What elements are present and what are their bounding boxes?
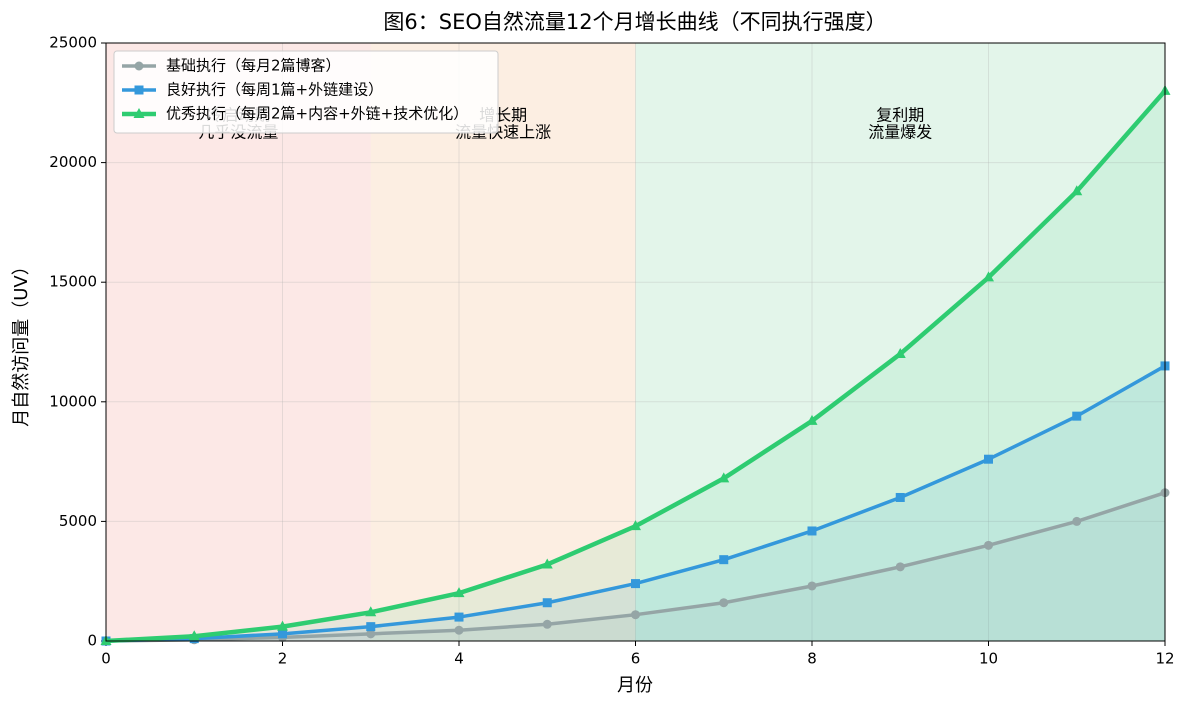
legend-marker <box>134 85 144 95</box>
area <box>106 492 1165 641</box>
point <box>984 540 993 550</box>
point <box>1071 185 1083 196</box>
x-tick-label: 6 <box>631 650 641 668</box>
x-tick-label: 8 <box>807 650 817 668</box>
x-tick-label: 4 <box>454 650 464 668</box>
point <box>806 414 818 425</box>
point <box>631 579 640 589</box>
area <box>106 90 1165 642</box>
legend-marker <box>133 108 145 118</box>
point <box>631 610 640 620</box>
point <box>277 620 288 631</box>
x-tick-label: 12 <box>1155 650 1174 668</box>
legend-label: 基础执行（每月2篇博客） <box>166 57 341 75</box>
x-tick-label: 10 <box>979 650 998 668</box>
chart-title: 图6：SEO自然流量12个月增长曲线（不同执行强度） <box>383 10 886 34</box>
x-axis-label: 月份 <box>617 675 653 696</box>
x-tick-label: 0 <box>101 650 111 668</box>
point <box>454 612 464 622</box>
legend-label: 良好执行（每周1篇+外链建设） <box>166 81 383 99</box>
point <box>188 630 200 641</box>
point <box>894 347 906 358</box>
point <box>719 555 729 565</box>
point <box>278 629 287 639</box>
y-tick-label: 0 <box>87 632 97 650</box>
point <box>895 562 905 572</box>
y-tick-label: 5000 <box>59 512 97 530</box>
area <box>106 365 1165 641</box>
legend-box <box>113 50 499 134</box>
point <box>807 526 817 536</box>
point <box>542 598 552 608</box>
legend-label: 优秀执行（每周2篇+内容+外链+技术优化） <box>166 105 468 123</box>
point <box>366 629 376 639</box>
point <box>454 625 464 635</box>
y-tick-label: 20000 <box>49 153 97 171</box>
y-tick-label: 15000 <box>49 273 97 291</box>
point <box>807 581 817 591</box>
point <box>1072 516 1082 526</box>
phase-label: 复利期 <box>876 106 924 125</box>
point <box>453 587 465 598</box>
phase-region <box>635 43 1165 641</box>
point <box>541 558 553 569</box>
point <box>542 619 552 629</box>
point <box>719 598 729 608</box>
phase-label: 流量爆发 <box>868 123 932 142</box>
plot-frame <box>105 42 1166 642</box>
point <box>366 622 376 632</box>
x-tick-label: 2 <box>278 650 288 668</box>
y-tick-label: 10000 <box>49 392 97 410</box>
phase-region <box>106 43 371 641</box>
phase-region <box>370 43 636 641</box>
legend-marker <box>134 61 144 71</box>
point <box>718 472 730 483</box>
y-tick-label: 25000 <box>49 34 97 52</box>
point <box>984 454 993 464</box>
point <box>983 271 994 282</box>
point <box>365 606 377 617</box>
point <box>630 520 641 531</box>
point <box>895 492 905 502</box>
point <box>1072 411 1082 421</box>
y-axis-label: 月自然访问量（UV） <box>11 257 32 427</box>
